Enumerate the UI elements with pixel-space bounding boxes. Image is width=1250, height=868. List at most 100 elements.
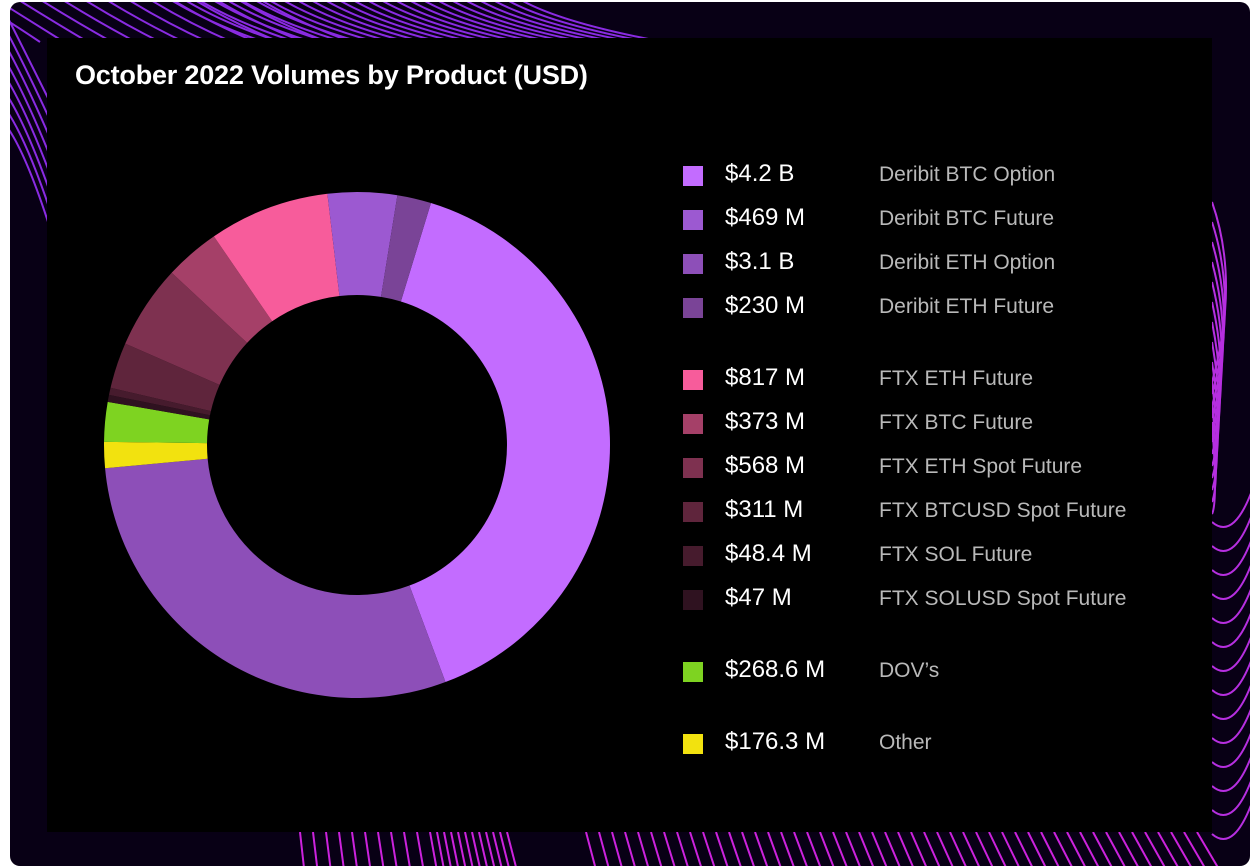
legend-label: DOV’s [879, 659, 940, 682]
wave-line-bottom [754, 831, 769, 866]
wave-line-bottom [1196, 831, 1219, 866]
legend-item-ftx-btcusd-spot-future[interactable]: $311 M FTX BTCUSD Spot Future [683, 494, 1183, 524]
wave-line-top [284, 2, 393, 43]
wave-line-top [410, 2, 537, 43]
legend-swatch [683, 370, 703, 390]
wave-line-bottom [1027, 831, 1047, 866]
legend-item-deribit-btc-option[interactable]: $4.2 B Deribit BTC Option [683, 158, 1183, 188]
wave-line-bottom [767, 831, 782, 866]
wave-line-bottom [715, 831, 729, 866]
legend-item-deribit-eth-future[interactable]: $230 M Deribit ETH Future [683, 290, 1183, 320]
legend-value: $568 M [725, 452, 806, 479]
decorative-wave-lines [10, 2, 1250, 866]
wave-line-top [312, 2, 425, 43]
legend-value: $817 M [725, 364, 806, 391]
wave-line-bottom [923, 831, 941, 866]
legend-item-deribit-btc-future[interactable]: $469 M Deribit BTC Future [683, 202, 1183, 232]
wave-line-bottom [949, 831, 967, 866]
legend-item-other[interactable]: $176.3 M Other [683, 726, 1183, 756]
wave-line-top [10, 21, 41, 43]
legend-item-deribit-eth-option[interactable]: $3.1 B Deribit ETH Option [683, 246, 1183, 276]
legend-value: $48.4 M [725, 540, 812, 567]
slice-dov-s[interactable] [104, 401, 210, 444]
wave-line-top [200, 2, 297, 43]
legend-value: $469 M [725, 204, 806, 231]
wave-line-bottom [936, 831, 954, 866]
wave-line-top [326, 2, 441, 43]
legend-value: $373 M [725, 408, 806, 435]
wave-line-right [1211, 612, 1250, 648]
slice-ftx-eth-spot-future[interactable] [125, 272, 248, 385]
legend-swatch [683, 166, 703, 186]
legend-label: Deribit ETH Future [879, 295, 1055, 318]
wave-line-bottom [1014, 831, 1033, 866]
slice-deribit-eth-future[interactable] [380, 195, 431, 302]
wave-line-top [86, 2, 161, 43]
wave-line-top [130, 2, 209, 43]
legend-item-ftx-eth-spot-future[interactable]: $568 M FTX ETH Spot Future [683, 450, 1183, 480]
wave-line-right [1211, 564, 1250, 600]
legend-item-ftx-eth-future[interactable]: $817 M FTX ETH Future [683, 362, 1183, 392]
wave-line-bottom [1092, 831, 1113, 866]
wave-line-bottom [403, 831, 411, 866]
wave-line-bottom [611, 831, 623, 866]
background-frame: October 2022 Volumes by Product (USD) $4… [10, 2, 1250, 866]
wave-line-bottom [793, 831, 808, 866]
wave-line-bottom [741, 831, 755, 866]
legend-label: Deribit ETH Option [879, 251, 1056, 274]
wave-line-right [1211, 804, 1250, 840]
wave-line-top [172, 2, 265, 43]
wave-line-left [10, 129, 51, 229]
wave-line-right [1211, 516, 1250, 552]
legend-item-dov-s[interactable]: $268.6 M DOV’s [683, 654, 1183, 684]
wave-line-top [522, 2, 665, 43]
slice-other[interactable] [104, 441, 208, 469]
wave-line-bottom [1170, 831, 1192, 866]
wave-line-top [186, 2, 281, 43]
legend-swatch [683, 734, 703, 754]
wave-line-top [452, 2, 585, 43]
slice-deribit-btc-future[interactable] [327, 192, 398, 297]
wave-line-top [152, 2, 233, 43]
slice-deribit-eth-option[interactable] [105, 458, 446, 699]
legend-swatch [683, 502, 703, 522]
slice-ftx-sol-future[interactable] [109, 387, 211, 416]
legend-item-ftx-sol-future[interactable]: $48.4 M FTX SOL Future [683, 538, 1183, 568]
legend-label: FTX BTCUSD Spot Future [879, 499, 1127, 522]
legend-swatch [683, 254, 703, 274]
wave-line-bottom [364, 831, 371, 866]
wave-line-top [508, 2, 649, 43]
slice-ftx-solusd-spot-future[interactable] [107, 394, 210, 420]
wave-line-bottom [819, 831, 835, 866]
wave-line-bottom [390, 831, 398, 866]
slice-ftx-btc-future[interactable] [171, 236, 273, 343]
slice-ftx-btcusd-spot-future[interactable] [110, 343, 220, 412]
wave-line-top [340, 2, 457, 43]
legend-label: FTX SOLUSD Spot Future [879, 587, 1127, 610]
slice-ftx-eth-future[interactable] [213, 193, 340, 322]
wave-line-right [1211, 241, 1225, 407]
wave-line-bottom [663, 831, 676, 866]
slice-deribit-btc-option[interactable] [400, 203, 611, 683]
wave-line-left [10, 82, 51, 175]
wave-line-left [10, 35, 51, 121]
wave-line-bottom [450, 831, 459, 866]
wave-line-bottom [1131, 831, 1153, 866]
wave-line-top [10, 7, 65, 43]
wave-line-bottom [506, 831, 517, 866]
wave-line-top [396, 2, 521, 43]
legend-swatch [683, 546, 703, 566]
wave-line-right [1211, 732, 1250, 768]
wave-line-bottom [1079, 831, 1100, 866]
wave-line-bottom [325, 831, 332, 866]
legend-item-ftx-solusd-spot-future[interactable]: $47 M FTX SOLUSD Spot Future [683, 582, 1183, 612]
wave-line-right [1211, 421, 1216, 515]
wave-line-right [1211, 381, 1218, 491]
wave-line-top [256, 2, 361, 43]
wave-line-bottom [312, 831, 319, 866]
legend-value: $176.3 M [725, 728, 826, 755]
legend-value: $3.1 B [725, 248, 795, 275]
wave-line-right [1211, 636, 1250, 672]
wave-line-left [10, 98, 51, 193]
legend-item-ftx-btc-future[interactable]: $373 M FTX BTC Future [683, 406, 1183, 436]
